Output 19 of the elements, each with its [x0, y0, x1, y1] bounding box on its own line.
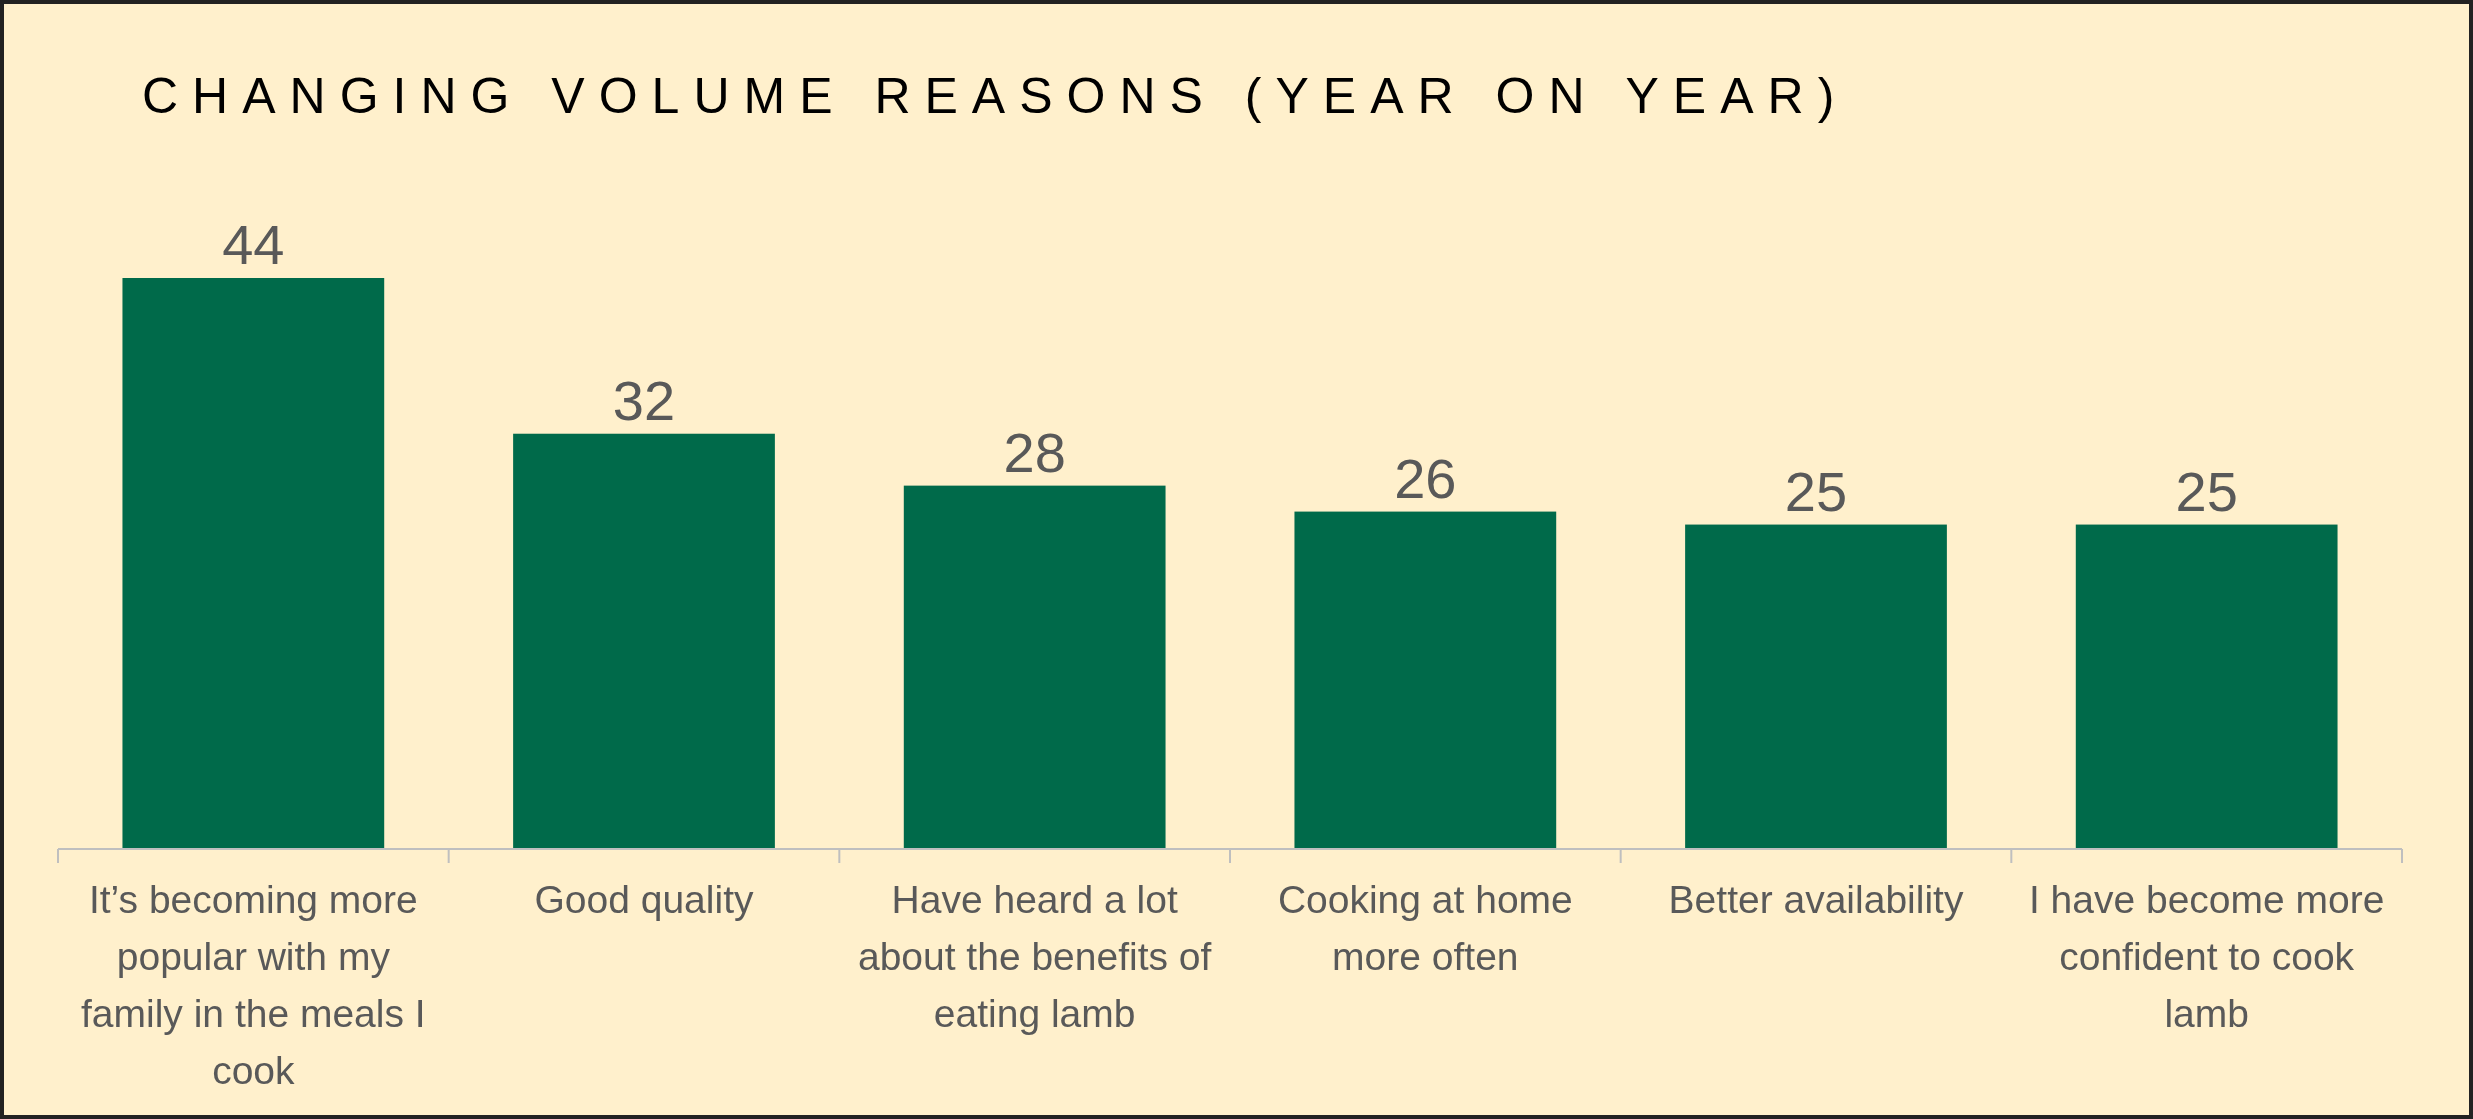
x-tick-label: It’s becoming more popular with my family in the meals I cook — [81, 878, 426, 1092]
data-label: 25 — [1784, 459, 1848, 523]
data-label: 32 — [612, 368, 676, 432]
bar — [1294, 511, 1557, 849]
x-tick-label: I have become more confident to cook lamb — [2028, 878, 2385, 1035]
data-label: 26 — [1394, 446, 1457, 510]
data-label: 44 — [222, 213, 285, 276]
x-tick-label: Good quality — [534, 878, 754, 921]
chart-title: CHANGING VOLUME REASONS (YEAR ON YEAR) — [142, 68, 1849, 124]
x-tick-label: Have heard a lot about the benefits of eating lamb — [857, 878, 1212, 1035]
x-tick-label: Better availability — [1668, 878, 1964, 921]
bar — [1685, 524, 1947, 849]
data-label: 28 — [1003, 420, 1066, 484]
bar — [513, 433, 775, 849]
data-label: 25 — [2175, 459, 2238, 523]
bar — [2075, 524, 2338, 849]
bar — [903, 485, 1166, 849]
x-tick-label: Cooking at home more often — [1277, 878, 1573, 978]
bar — [122, 278, 385, 849]
